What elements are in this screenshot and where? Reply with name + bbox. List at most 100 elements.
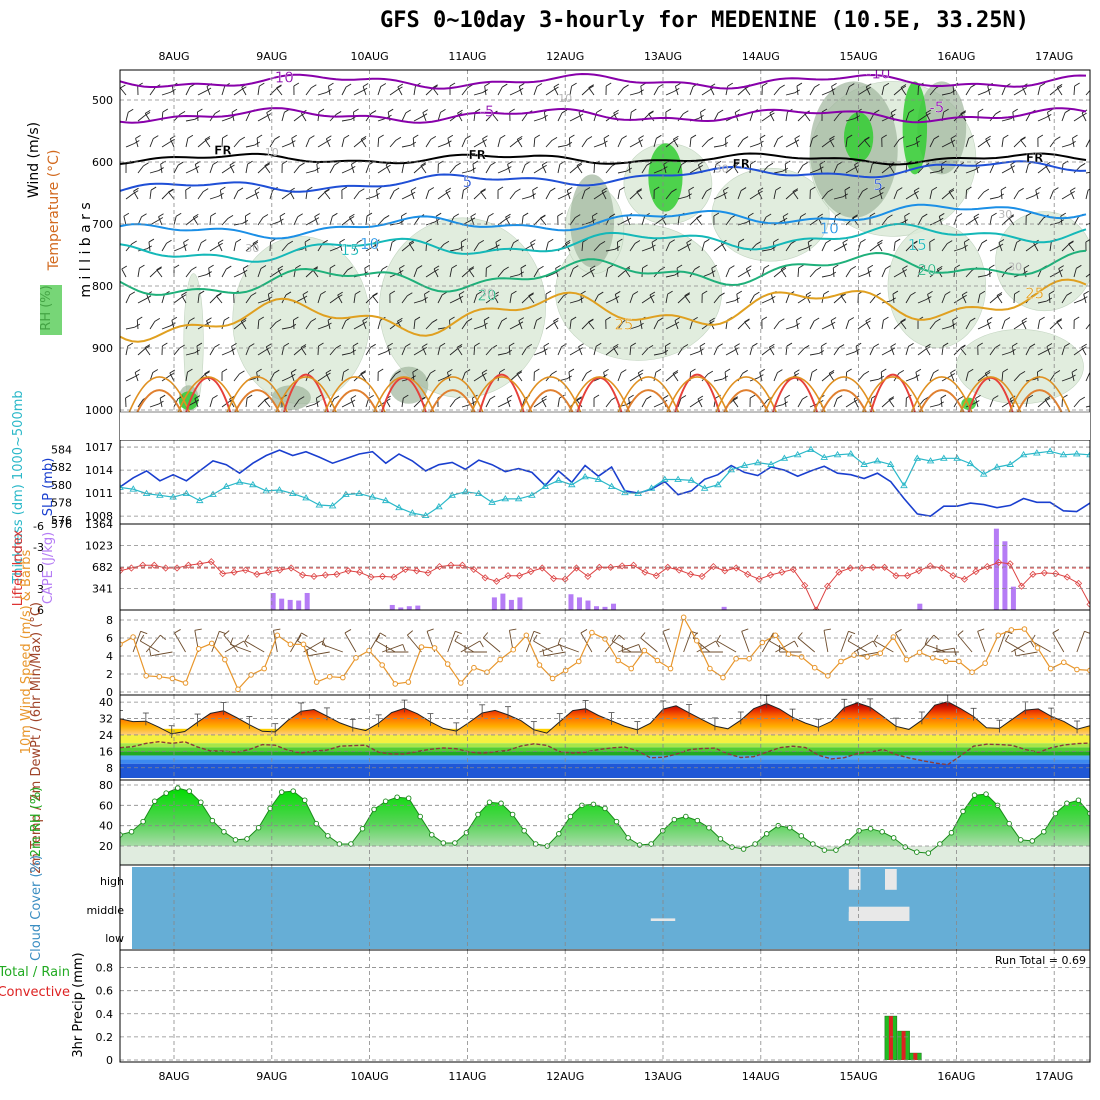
wind-barb	[948, 188, 955, 192]
temp-band	[120, 755, 1090, 760]
wind-barb	[1044, 399, 1051, 408]
wind-barb	[318, 342, 324, 347]
wind-barb	[135, 138, 139, 148]
wind-barb	[509, 274, 519, 278]
wind-barb	[380, 83, 387, 87]
cape-bar	[389, 604, 395, 610]
wind-barb	[401, 244, 410, 252]
wind-barb	[150, 186, 157, 191]
wind-barb	[942, 342, 949, 347]
wind-barb	[481, 372, 487, 377]
wind-barb	[989, 296, 998, 304]
wind-barb	[713, 194, 723, 200]
cape-bar	[576, 597, 582, 610]
li-point	[333, 570, 341, 578]
wind-barb	[246, 394, 253, 399]
wind-barb	[742, 136, 749, 140]
wind-barb	[410, 190, 415, 200]
wind-barb	[1013, 140, 1021, 148]
wind-barb	[965, 320, 971, 330]
wind-barb	[570, 316, 577, 321]
wind-barb	[341, 402, 351, 408]
wind-barb	[941, 142, 951, 148]
wind-barb	[619, 186, 625, 191]
wind-barb	[807, 242, 811, 252]
li-point	[972, 567, 980, 576]
wind-barb	[229, 164, 235, 169]
wind-barb	[690, 134, 697, 139]
wind-barb	[398, 220, 405, 224]
li-point	[1052, 570, 1060, 578]
wind-barb	[599, 240, 606, 245]
wind-barb	[473, 325, 483, 330]
wind-barb	[1068, 243, 1075, 252]
li-point	[721, 567, 729, 575]
wind-barb	[1073, 299, 1083, 304]
wind-barb	[341, 219, 350, 226]
wind-barb	[621, 369, 627, 373]
wind-barb	[1021, 86, 1027, 96]
wind-barb	[584, 187, 591, 191]
wind-barb	[335, 344, 342, 349]
wind-barb	[191, 266, 197, 271]
wind-barb	[322, 644, 343, 653]
wind-barb	[197, 108, 203, 113]
wind-barb	[927, 294, 931, 304]
wind-barb	[617, 138, 623, 148]
wind-barb	[221, 167, 230, 174]
wind-barb	[1061, 244, 1069, 252]
wind-barb	[845, 168, 855, 174]
wind-barb	[541, 164, 547, 169]
wind-speed-point	[956, 658, 962, 665]
wind-barb	[734, 343, 740, 348]
wind-barb	[717, 343, 723, 348]
wind-barb	[159, 398, 163, 408]
rh-point	[163, 790, 169, 796]
wind-barb	[437, 346, 441, 356]
wind-barb	[221, 320, 225, 330]
wind-barb	[617, 190, 621, 200]
wind-barb	[1035, 190, 1039, 200]
wind-barb	[950, 138, 955, 148]
wind-barb	[987, 317, 993, 321]
wind-barb	[686, 239, 692, 244]
wind-barb	[651, 242, 655, 252]
wind-barb	[449, 316, 455, 321]
wind-barb	[422, 112, 427, 122]
wind-barb	[461, 238, 467, 243]
wind-barb	[162, 108, 169, 113]
wind-barb	[516, 373, 523, 382]
wind-barb	[848, 317, 855, 321]
wind-barb	[958, 395, 964, 400]
wind-barb	[1061, 112, 1066, 122]
rh-point	[255, 824, 262, 831]
wind-barb	[780, 269, 787, 278]
wind-barb	[525, 631, 535, 653]
rh-point	[313, 820, 320, 827]
wind-barb	[985, 369, 991, 374]
thickness-point	[501, 494, 510, 502]
wind-barb	[260, 265, 267, 269]
wind-barb	[377, 167, 386, 174]
thickness-point	[541, 482, 550, 489]
wind-barb	[179, 344, 185, 349]
wind-barb	[412, 372, 415, 382]
wind-barb	[266, 112, 271, 122]
temp-panel-content	[120, 695, 1090, 778]
wind-barb	[725, 134, 731, 139]
wind-barb	[231, 342, 237, 347]
cloud-level-label: middle	[86, 904, 124, 917]
wind-barb	[802, 162, 809, 166]
wind-barb	[835, 212, 841, 217]
wind-barb	[869, 378, 879, 382]
wind-barb	[244, 215, 247, 226]
wind-speed-point	[326, 673, 333, 680]
wind-barb	[673, 139, 679, 148]
wind-barb	[941, 346, 944, 356]
wind-barb	[664, 345, 667, 356]
wind-barb	[829, 138, 835, 148]
rh-tick: 20	[99, 840, 113, 853]
wind-barb	[833, 196, 843, 200]
wind-barb	[372, 295, 379, 304]
wind-barb	[956, 213, 963, 217]
